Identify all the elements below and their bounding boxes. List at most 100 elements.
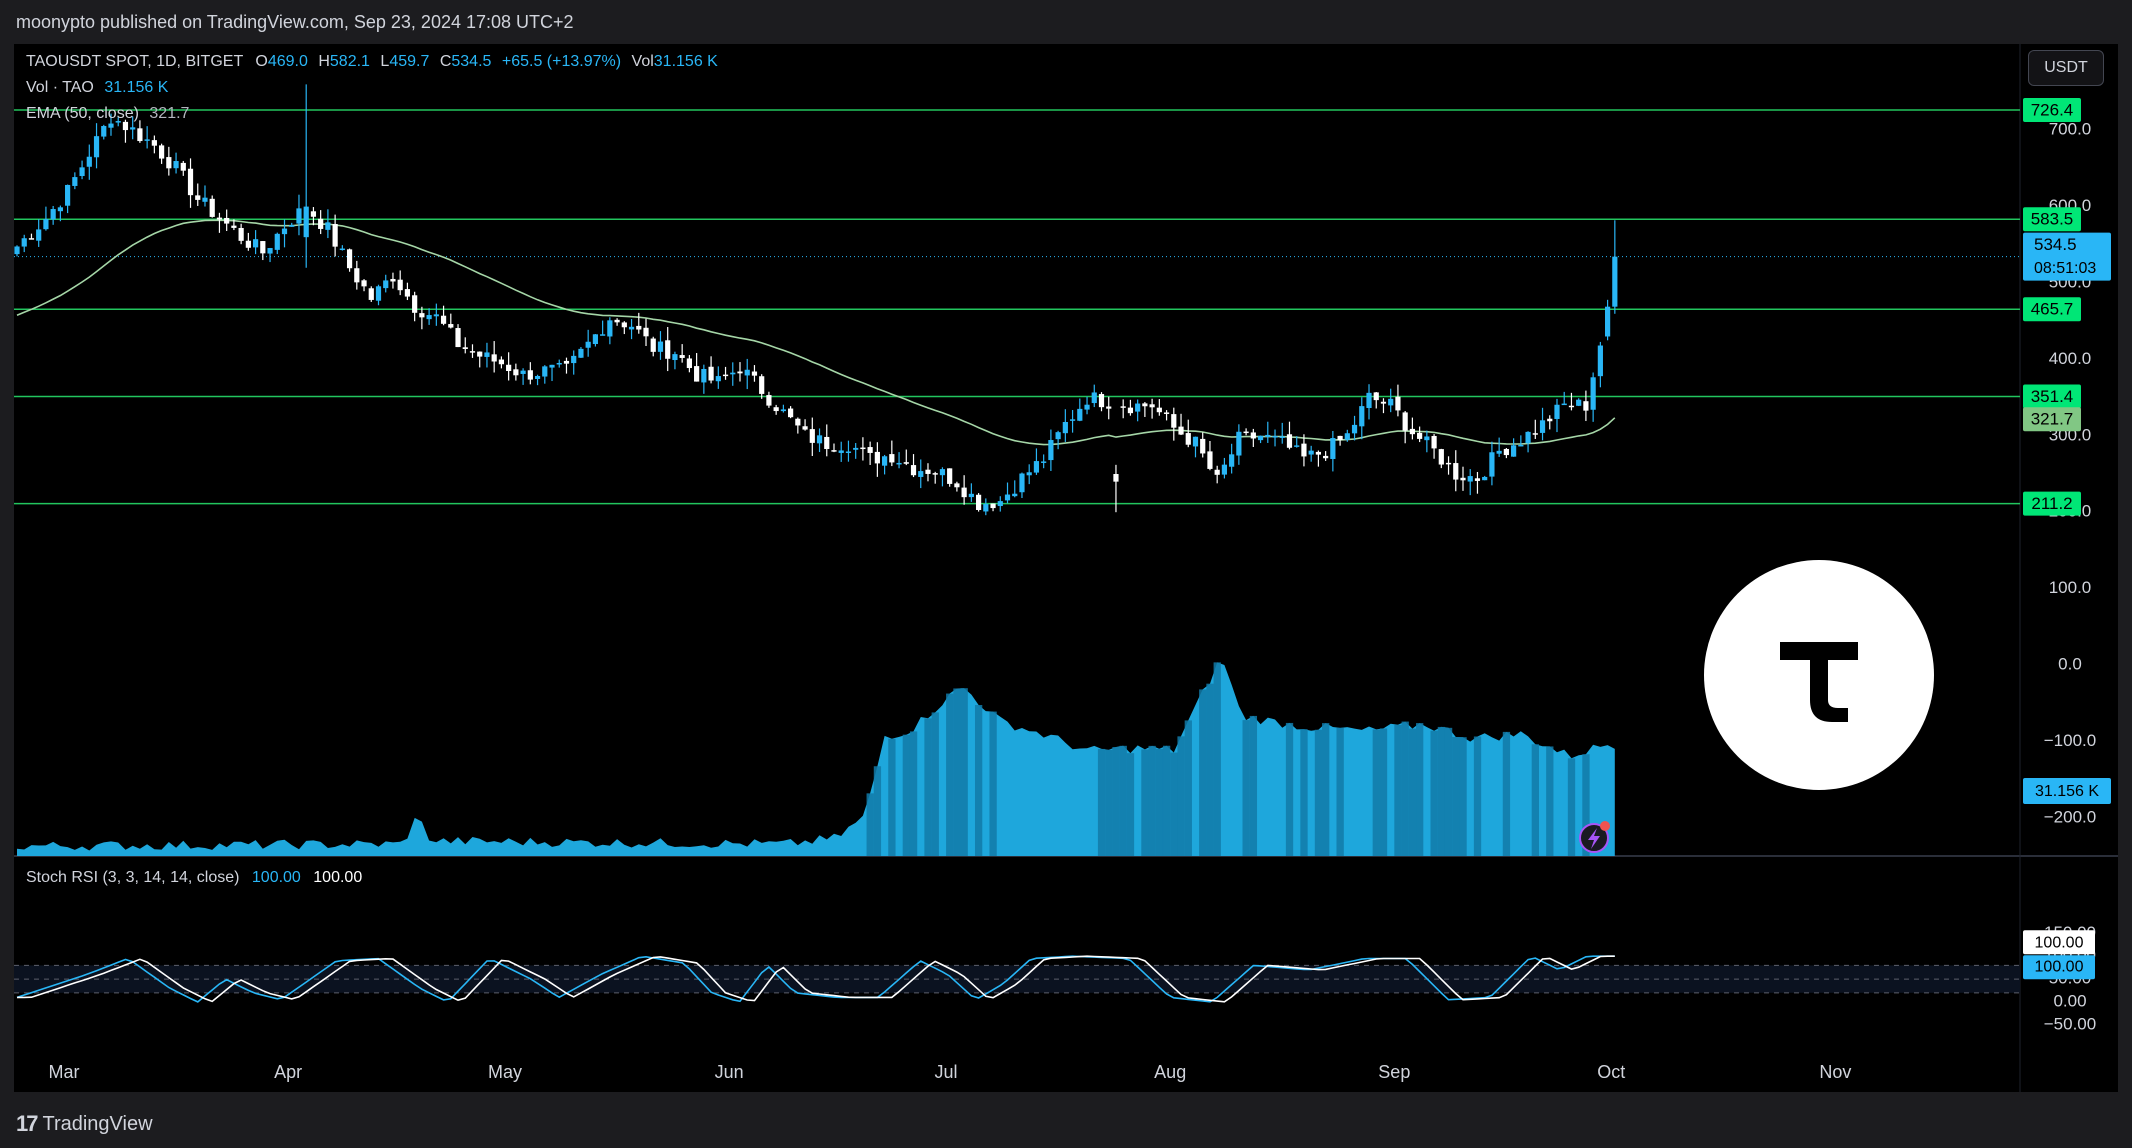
candle-body[interactable] <box>997 501 1003 507</box>
candle-body[interactable] <box>1554 404 1560 419</box>
candle-body[interactable] <box>780 409 786 412</box>
candle-body[interactable] <box>679 355 685 358</box>
candle-body[interactable] <box>173 161 179 169</box>
candle-body[interactable] <box>1301 443 1307 457</box>
candle-body[interactable] <box>939 469 946 476</box>
candle-body[interactable] <box>368 288 374 300</box>
candle-body[interactable] <box>1525 431 1531 444</box>
candle-body[interactable] <box>1294 445 1300 447</box>
candle-body[interactable] <box>36 229 42 241</box>
candle-body[interactable] <box>101 126 107 137</box>
candle-body[interactable] <box>159 145 165 159</box>
candle-body[interactable] <box>267 248 273 254</box>
candle-body[interactable] <box>1236 431 1242 456</box>
candle-body[interactable] <box>1547 418 1553 422</box>
candle-body[interactable] <box>1409 428 1415 435</box>
candle-body[interactable] <box>643 327 649 337</box>
candle-body[interactable] <box>831 450 837 452</box>
candle-body[interactable] <box>361 280 367 287</box>
candle-body[interactable] <box>983 503 989 512</box>
candle-body[interactable] <box>961 487 967 498</box>
candle-body[interactable] <box>231 225 237 228</box>
candle-body[interactable] <box>137 128 143 142</box>
candle-body[interactable] <box>636 325 642 330</box>
candle-body[interactable] <box>354 268 360 283</box>
candle-body[interactable] <box>72 177 78 186</box>
candle-body[interactable] <box>650 338 656 352</box>
candle-body[interactable] <box>621 322 627 328</box>
candle-body[interactable] <box>1178 426 1184 435</box>
candle-body[interactable] <box>1142 403 1148 407</box>
candle-body[interactable] <box>1431 435 1437 449</box>
candle-body[interactable] <box>918 471 924 477</box>
candle-body[interactable] <box>1279 436 1285 438</box>
candle-body[interactable] <box>93 136 100 158</box>
candle-body[interactable] <box>527 370 533 380</box>
candle-body[interactable] <box>1084 404 1090 410</box>
candle-body[interactable] <box>1055 432 1061 440</box>
candle-body[interactable] <box>571 355 577 364</box>
chart-svg[interactable]: −200.0−100.00.0100.0200.0300.0400.0500.0… <box>0 0 2132 1100</box>
candle-body[interactable] <box>1156 407 1162 413</box>
candle-body[interactable] <box>1214 469 1220 475</box>
candle-body[interactable] <box>397 279 403 291</box>
candle-body[interactable] <box>1200 438 1206 454</box>
candle-body[interactable] <box>889 454 895 463</box>
candle-body[interactable] <box>1576 399 1582 406</box>
candle-body[interactable] <box>1004 494 1011 501</box>
candle-body[interactable] <box>1467 476 1473 482</box>
candle-body[interactable] <box>1438 449 1444 465</box>
candle-body[interactable] <box>130 127 136 130</box>
candle-body[interactable] <box>1597 345 1603 377</box>
candle-body[interactable] <box>1351 424 1358 434</box>
candle-body[interactable] <box>86 156 92 167</box>
candle-body[interactable] <box>318 218 324 229</box>
candle-body[interactable] <box>43 219 49 230</box>
candle-body[interactable] <box>332 223 338 247</box>
candle-body[interactable] <box>1041 461 1047 463</box>
candle-body[interactable] <box>419 313 425 318</box>
candle-body[interactable] <box>910 465 917 476</box>
candle-body[interactable] <box>1286 434 1293 448</box>
candle-body[interactable] <box>310 211 317 217</box>
candle-body[interactable] <box>1113 474 1119 482</box>
candle-body[interactable] <box>600 334 606 336</box>
candle-body[interactable] <box>1373 392 1379 401</box>
candle-body[interactable] <box>802 426 808 430</box>
candle-body[interactable] <box>65 184 71 206</box>
candle-body[interactable] <box>404 289 411 297</box>
candle-body[interactable] <box>216 217 223 220</box>
candle-body[interactable] <box>1445 462 1452 465</box>
alert-icon[interactable] <box>1579 821 1610 853</box>
candle-body[interactable] <box>549 364 555 368</box>
candle-body[interactable] <box>766 395 772 406</box>
candle-body[interactable] <box>1605 306 1611 337</box>
candle-body[interactable] <box>795 418 801 426</box>
candle-body[interactable] <box>788 408 794 418</box>
candle-body[interactable] <box>585 341 591 348</box>
candle-body[interactable] <box>325 222 331 230</box>
candle-body[interactable] <box>1062 422 1068 434</box>
candle-body[interactable] <box>1012 493 1018 497</box>
candle-body[interactable] <box>151 140 157 146</box>
candle-body[interactable] <box>1315 451 1321 455</box>
candle-body[interactable] <box>238 227 244 241</box>
candle-body[interactable] <box>440 315 447 324</box>
candle-body[interactable] <box>1489 452 1495 477</box>
candle-body[interactable] <box>79 167 85 177</box>
candle-body[interactable] <box>975 494 982 510</box>
candle-body[interactable] <box>281 228 288 235</box>
candle-body[interactable] <box>1395 396 1401 411</box>
candle-body[interactable] <box>1033 461 1040 473</box>
candle-body[interactable] <box>1207 451 1213 469</box>
candle-body[interactable] <box>1106 406 1112 409</box>
candle-body[interactable] <box>195 195 201 200</box>
candle-body[interactable] <box>1511 445 1517 457</box>
candle-body[interactable] <box>303 206 309 238</box>
candle-body[interactable] <box>1149 404 1155 408</box>
candle-body[interactable] <box>751 371 758 376</box>
candle-body[interactable] <box>166 157 172 169</box>
candle-body[interactable] <box>448 324 454 328</box>
candle-body[interactable] <box>665 340 671 359</box>
candle-body[interactable] <box>260 241 266 254</box>
